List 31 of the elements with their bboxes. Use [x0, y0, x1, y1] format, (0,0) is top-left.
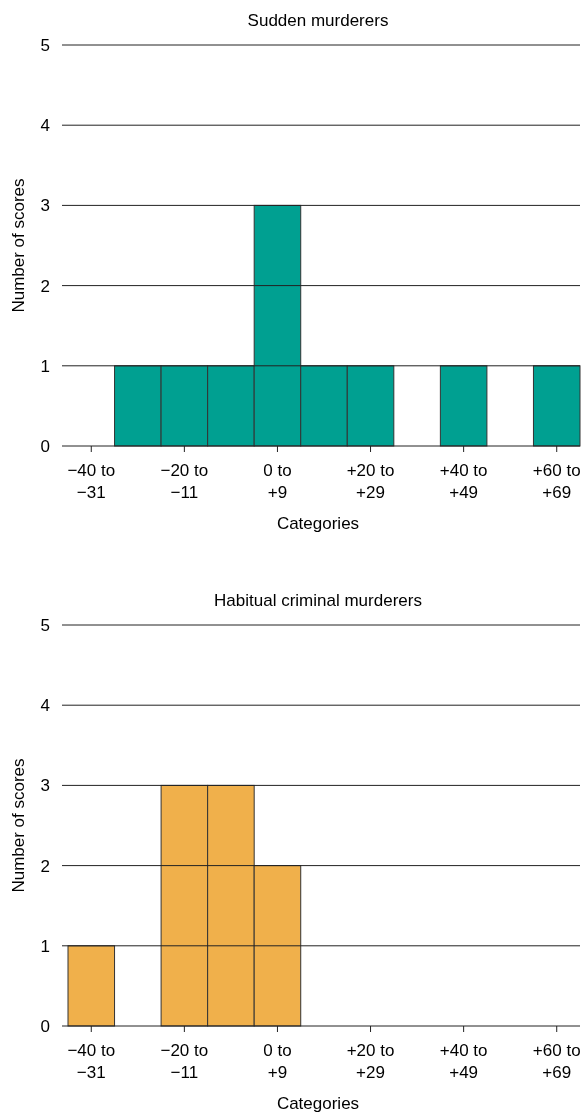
x-axis-title: Categories [276, 514, 360, 533]
bar [67, 945, 116, 1027]
y-tick-label: 0 [40, 437, 50, 456]
chart-title: Habitual criminal murderers [214, 591, 422, 610]
y-axis-title: Number of scores [9, 758, 28, 893]
x-tick-label: 0 to +9 [263, 1041, 292, 1082]
chart-title: Sudden murderers [247, 11, 389, 30]
x-tick-label: −40 to −31 [67, 1041, 116, 1082]
y-tick-label: 0 [40, 1017, 50, 1036]
x-tick-label: +20 to +29 [346, 1041, 395, 1082]
y-tick-label: 1 [40, 936, 50, 956]
y-tick-label: 3 [40, 196, 50, 216]
x-axis-title: Categories [276, 1094, 360, 1113]
y-tick-label: 1 [40, 356, 50, 376]
y-tick-label: 3 [40, 776, 50, 796]
y-tick-label: 4 [40, 116, 50, 136]
x-tick-label: 0 to +9 [263, 461, 292, 502]
x-tick-label: −40 to −31 [67, 461, 116, 502]
x-tick-label: −20 to −11 [160, 461, 209, 502]
x-tick-label: +60 to +69 [532, 461, 581, 502]
y-tick-label: 5 [40, 616, 50, 635]
x-tick-label: +60 to +69 [532, 1041, 581, 1082]
y-axis-title: Number of scores [9, 178, 28, 313]
y-tick-label: 2 [40, 856, 50, 876]
y-tick-label: 4 [40, 696, 50, 716]
y-tick-label: 5 [40, 36, 50, 55]
x-tick-label: +20 to +29 [346, 461, 395, 502]
x-tick-label: −20 to −11 [160, 1041, 209, 1082]
y-tick-label: 2 [40, 276, 50, 296]
x-tick-label: +40 to +49 [439, 461, 488, 502]
x-tick-label: +40 to +49 [439, 1041, 488, 1082]
